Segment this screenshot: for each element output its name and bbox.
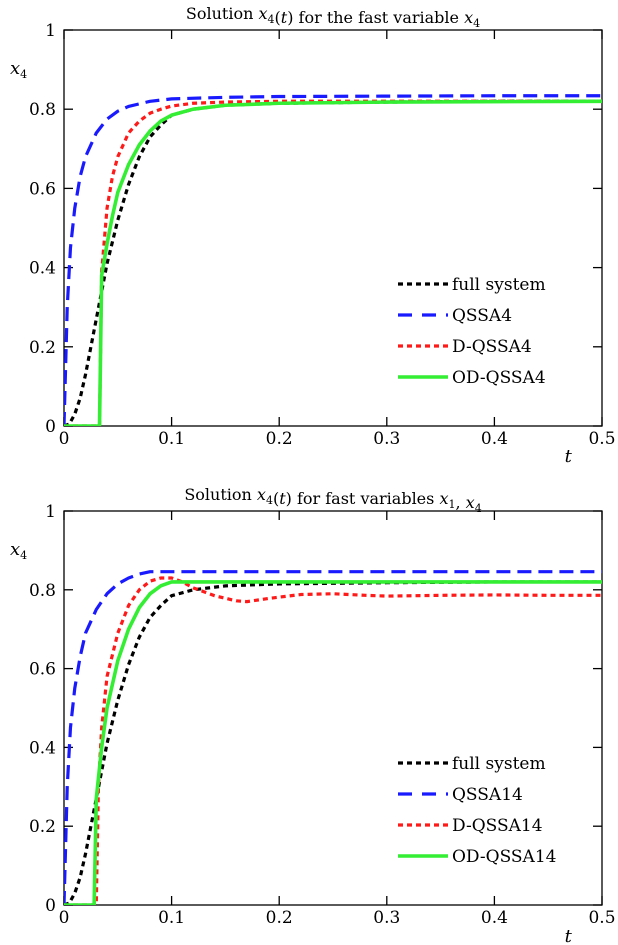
x-axis-label: t — [565, 446, 573, 467]
plot-frame — [63, 29, 603, 427]
y-axis-label: x4 — [10, 58, 27, 81]
x-tick-label: 0.1 — [158, 908, 185, 928]
y-tick-label: 0.4 — [29, 738, 56, 758]
x-tick-label: 0.4 — [481, 908, 508, 928]
y-tick-label: 0.2 — [29, 817, 56, 837]
legend-label: D-QSSA4 — [452, 337, 532, 357]
series-line-qssa — [64, 570, 602, 905]
series-line-dqssa — [64, 99, 602, 426]
x-tick-label: 0 — [59, 429, 70, 449]
y-axis-label: x4 — [10, 539, 27, 562]
legend-label: OD-QSSA14 — [452, 847, 556, 867]
series-line-full — [64, 580, 602, 905]
legend-label: full system — [452, 754, 546, 774]
x-axis-label: t — [565, 926, 573, 945]
chart-panel-1: Solution x4(t) for the fast variable x4 0… — [10, 4, 616, 467]
x-tick-label: 0.4 — [481, 429, 508, 449]
y-tick-label: 0.4 — [29, 259, 56, 279]
plot-frame — [63, 510, 603, 906]
chart-title: Solution x4(t) for fast variables x1, x4 — [184, 485, 481, 515]
series-line-dqssa — [64, 576, 602, 905]
chart-title: Solution x4(t) for the fast variable x4 — [186, 4, 480, 30]
legend-label: full system — [452, 275, 546, 295]
series-line-odqssa — [64, 580, 602, 905]
x-tick-label: 0.5 — [588, 908, 615, 928]
y-tick-label: 1 — [45, 502, 56, 522]
legend-label: QSSA4 — [452, 306, 512, 326]
legend-label: QSSA14 — [452, 785, 523, 805]
legend-label: D-QSSA14 — [452, 816, 543, 836]
y-tick-label: 0 — [45, 896, 56, 916]
y-tick-label: 0.6 — [29, 179, 56, 199]
y-tick-label: 0 — [45, 417, 56, 437]
series-line-qssa — [64, 94, 602, 426]
x-tick-label: 0 — [59, 908, 70, 928]
x-tick-label: 0.5 — [588, 429, 615, 449]
legend-label: OD-QSSA4 — [452, 368, 546, 388]
x-tick-label: 0.2 — [266, 908, 293, 928]
y-tick-label: 0.6 — [29, 660, 56, 680]
series-line-odqssa — [64, 99, 602, 426]
x-tick-label: 0.3 — [373, 908, 400, 928]
x-tick-label: 0.2 — [266, 429, 293, 449]
chart-panel-2: Solution x4(t) for fast variables x1, x4… — [10, 485, 616, 945]
y-tick-label: 0.8 — [29, 100, 56, 120]
x-tick-label: 0.3 — [373, 429, 400, 449]
x-tick-label: 0.1 — [158, 429, 185, 449]
y-tick-label: 0.2 — [29, 338, 56, 358]
y-tick-label: 1 — [45, 21, 56, 41]
y-tick-label: 0.8 — [29, 581, 56, 601]
